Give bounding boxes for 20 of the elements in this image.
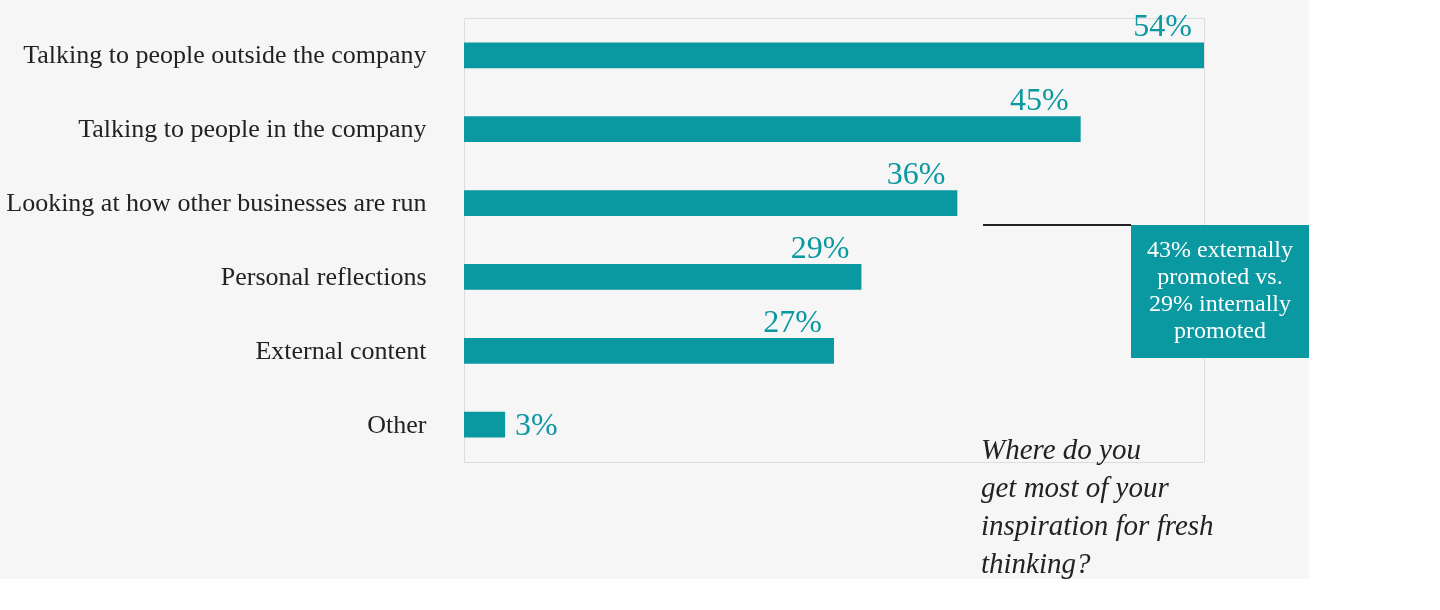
data-label: 27% <box>763 302 822 339</box>
y-tick-label: Talking to people in the company <box>78 114 427 144</box>
data-label: 3% <box>515 405 558 442</box>
data-label: 45% <box>1010 81 1069 118</box>
y-tick-label: Other <box>367 409 427 439</box>
y-tick-label: Talking to people outside the company <box>23 40 427 70</box>
bar <box>464 116 1081 143</box>
bar <box>464 42 1204 69</box>
annotation: 43% externally promoted vs. 29% internally promoted <box>1147 236 1293 343</box>
y-tick-label: External content <box>255 335 428 365</box>
data-label: 29% <box>790 228 850 265</box>
bar <box>464 190 958 216</box>
bar <box>464 411 506 438</box>
y-tick-label: Personal reflections <box>220 261 427 291</box>
bar <box>464 337 834 364</box>
data-label: 54% <box>1133 7 1192 44</box>
text: Where do you get most of your inspiration for fresh thinking? <box>981 433 1214 579</box>
y-tick-label: Looking at how other businesses are run <box>6 188 427 218</box>
data-label: 36% <box>886 155 946 192</box>
bar <box>464 264 862 290</box>
